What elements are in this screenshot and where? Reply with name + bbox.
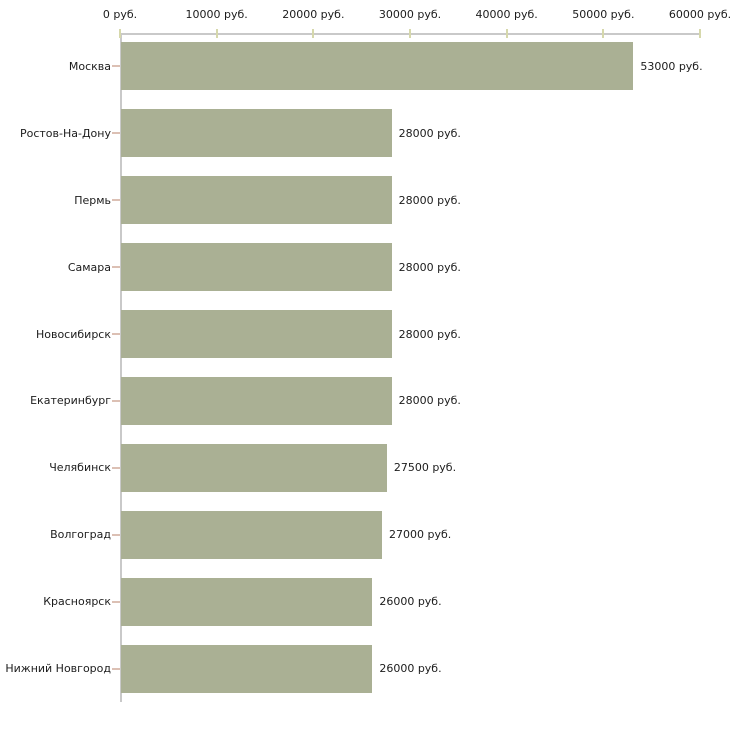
bar-row: Самара 28000 руб. — [0, 234, 730, 301]
x-tick — [215, 29, 218, 38]
y-tick — [112, 266, 120, 269]
value-label: 26000 руб. — [379, 595, 442, 609]
bar-track: 28000 руб. — [121, 234, 701, 301]
bar-track: 28000 руб. — [121, 368, 701, 435]
x-tick-label: 30000 руб. — [378, 8, 442, 21]
bar-track: 28000 руб. — [121, 167, 701, 234]
bar — [121, 510, 382, 559]
value-label: 28000 руб. — [398, 260, 461, 274]
category-label: Пермь — [74, 193, 111, 207]
bar-row: Челябинск 27500 руб. — [0, 434, 730, 501]
x-tick — [312, 29, 315, 38]
x-tick — [699, 29, 701, 38]
y-tick — [112, 533, 120, 536]
x-tick — [119, 29, 121, 38]
bar-row: Екатеринбург 28000 руб. — [0, 368, 730, 435]
y-tick — [112, 667, 120, 670]
x-tick-label: 50000 руб. — [572, 8, 635, 21]
category-label: Волгоград — [50, 528, 111, 542]
bar-track: 53000 руб. — [121, 33, 703, 100]
bar-rows: Москва 53000 руб. Ростов-На-Дону 28000 руб.… — [0, 33, 730, 702]
bar-track: 28000 руб. — [121, 100, 701, 167]
bar-track: 27500 руб. — [121, 434, 701, 501]
value-label: 28000 руб. — [398, 394, 461, 408]
category-label: Новосибирск — [35, 327, 111, 341]
bar — [121, 243, 392, 292]
bar-row: Москва 53000 руб. — [0, 33, 730, 100]
bar — [121, 310, 392, 359]
y-axis-line — [120, 33, 122, 702]
value-label: 27000 руб. — [389, 528, 452, 542]
x-tick-label: 60000 руб. — [668, 8, 730, 21]
value-label: 28000 руб. — [398, 327, 461, 341]
value-label: 28000 руб. — [398, 193, 461, 207]
y-tick — [112, 132, 120, 135]
bar-row: Ростов-На-Дону 28000 руб. — [0, 100, 730, 167]
bar-row: Нижний Новгород 26000 руб. — [0, 635, 730, 702]
value-label: 28000 руб. — [398, 126, 461, 140]
y-tick — [112, 65, 120, 68]
x-axis-labels: 0 руб. 10000 руб. 20000 руб. 30000 руб. 4000… — [103, 8, 730, 24]
bar — [121, 109, 392, 158]
bar — [121, 42, 634, 91]
bar — [121, 577, 373, 626]
y-tick — [112, 600, 120, 603]
x-tick — [602, 29, 605, 38]
x-tick-label: 0 руб. — [102, 8, 138, 21]
bar-track: 26000 руб. — [121, 635, 701, 702]
x-tick — [505, 29, 508, 38]
bar-row: Красноярск 26000 руб. — [0, 568, 730, 635]
bar-track: 26000 руб. — [121, 568, 701, 635]
value-label: 53000 руб. — [640, 59, 703, 73]
y-tick — [112, 199, 120, 202]
category-label: Нижний Новгород — [5, 662, 111, 676]
bar-track: 28000 руб. — [121, 301, 701, 368]
bar-row: Пермь 28000 руб. — [0, 167, 730, 234]
category-label: Ростов-На-Дону — [19, 126, 111, 140]
bar — [121, 376, 392, 425]
bar-row: Новосибирск 28000 руб. — [0, 301, 730, 368]
bar-track: 27000 руб. — [121, 501, 701, 568]
y-tick — [112, 466, 120, 469]
x-tick-label: 20000 руб. — [282, 8, 345, 21]
value-label: 27500 руб. — [393, 461, 457, 475]
bar — [121, 443, 387, 492]
bar — [121, 176, 392, 225]
bar — [121, 644, 373, 693]
category-label: Самара — [67, 260, 111, 274]
category-label: Красноярск — [43, 595, 111, 609]
category-label: Москва — [68, 59, 111, 73]
y-tick — [112, 333, 120, 336]
category-label: Екатеринбург — [30, 394, 111, 408]
y-tick — [112, 399, 120, 402]
value-label: 26000 руб. — [379, 662, 442, 676]
x-tick-label: 40000 руб. — [475, 8, 538, 21]
bar-row: Волгоград 27000 руб. — [0, 501, 730, 568]
x-tick — [409, 29, 411, 38]
x-tick-label: 10000 руб. — [185, 8, 248, 21]
category-label: Челябинск — [49, 461, 111, 475]
